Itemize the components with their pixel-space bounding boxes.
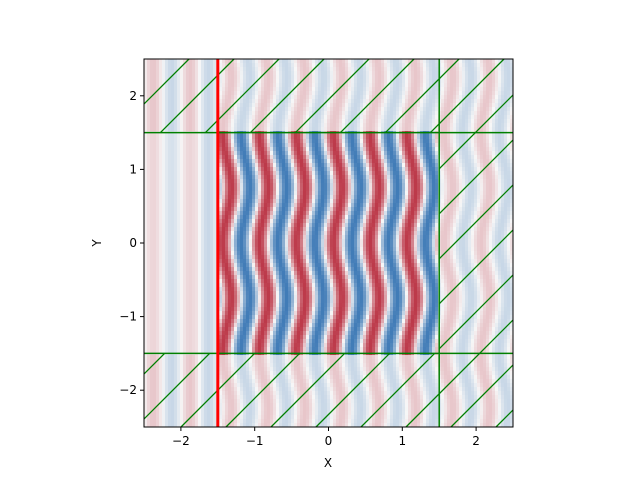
x-tick-label: 2 <box>472 434 480 448</box>
x-tick-label: 0 <box>325 434 333 448</box>
y-tick-label: 2 <box>129 89 137 103</box>
plot-area <box>144 59 513 427</box>
y-tick-label: −1 <box>119 310 137 324</box>
x-tick-label: 1 <box>398 434 406 448</box>
y-tick-label: −2 <box>119 383 137 397</box>
y-tick-label: 1 <box>129 162 137 176</box>
x-axis: −2 −1 0 1 2 <box>172 427 480 448</box>
x-tick-label: −1 <box>246 434 264 448</box>
x-axis-label: X <box>324 456 332 470</box>
y-axis: −2 −1 0 1 2 <box>119 89 144 397</box>
boundary-lines <box>144 59 513 427</box>
y-tick-label: 0 <box>129 236 137 250</box>
y-axis-label: Y <box>90 239 104 248</box>
x-tick-label: −2 <box>172 434 190 448</box>
wave-field-heatmap <box>144 59 513 427</box>
